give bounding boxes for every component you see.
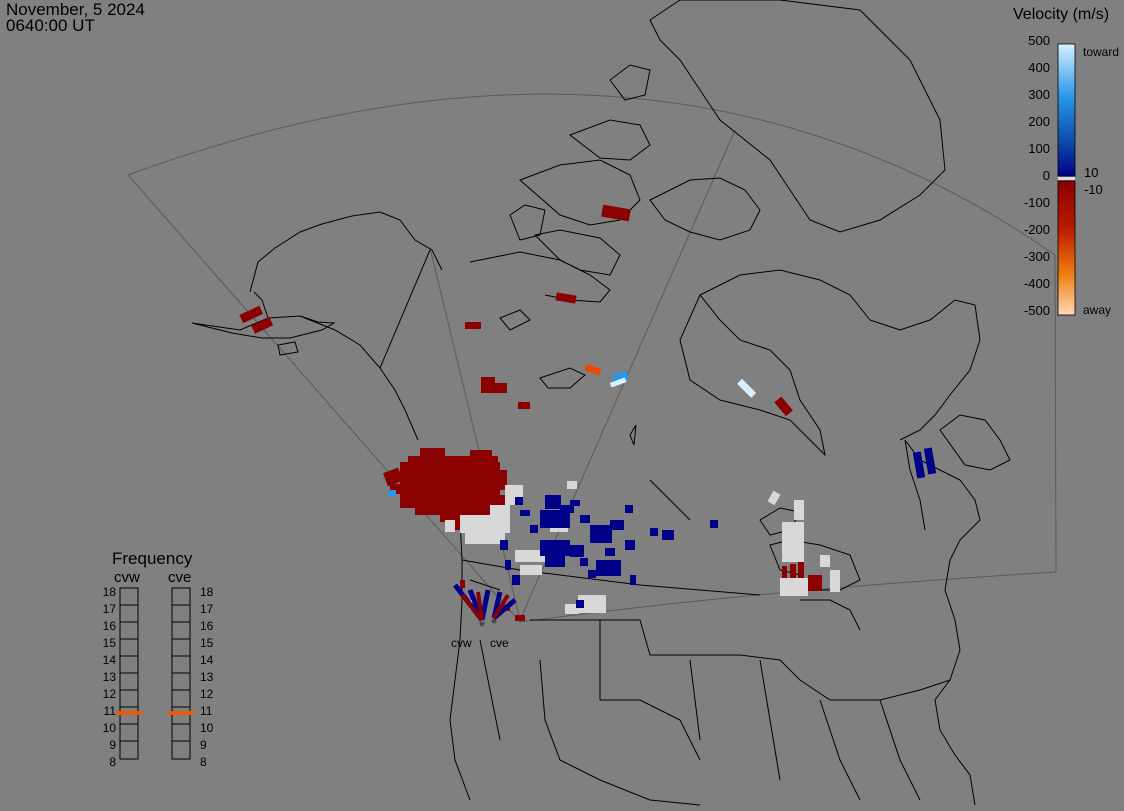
colorbar-tick: -300: [1023, 249, 1050, 264]
colorbar-tick: 500: [1028, 33, 1050, 48]
colorbar-tick: 300: [1028, 87, 1050, 102]
frequency-tick-left: 17: [102, 602, 116, 616]
scatter-toward-radial: [453, 583, 517, 622]
frequency-tick-right: 13: [200, 670, 214, 684]
radar-label-cvw: cvw: [451, 636, 472, 650]
frequency-tick-left: 18: [102, 585, 116, 599]
frequency-tick-left: 16: [102, 619, 116, 633]
scatter-toward-pale: [609, 377, 757, 398]
scatter-toward-light: [388, 370, 629, 496]
colorbar-tick: 400: [1028, 60, 1050, 75]
colorbar-tick: 200: [1028, 114, 1050, 129]
frequency-column-cve: cve: [168, 569, 192, 586]
coastlines: [191, 0, 1011, 806]
colorbar-near-zero-pos: 10: [1084, 165, 1099, 180]
date-label: November, 5 2024: [6, 0, 145, 19]
colorbar-tick: -100: [1023, 195, 1050, 210]
frequency-tick-right: 12: [200, 687, 214, 701]
scatter-ground: [445, 481, 840, 614]
frequency-tick-right: 9: [200, 738, 207, 752]
frequency-tick-right: 17: [200, 602, 214, 616]
frequency-tick-left: 15: [102, 636, 116, 650]
colorbar-title: Velocity (m/s): [1013, 6, 1110, 23]
frequency-tick-right: 14: [200, 653, 214, 667]
frequency-column-cvw: cvw: [114, 569, 140, 586]
time-label: 0640:00 UT: [6, 16, 95, 35]
frequency-tick-left: 13: [102, 670, 116, 684]
scatter-away: [239, 204, 822, 621]
colorbar-tick: 0: [1042, 168, 1050, 183]
colorbar-toward-label: toward: [1083, 45, 1120, 59]
scatter-away-orange: [584, 363, 602, 376]
frequency-tick-left: 9: [109, 738, 116, 752]
frequency-tick-left: 8: [109, 755, 116, 769]
frequency-marker-cve: [168, 711, 194, 715]
colorbar-tick: -500: [1023, 303, 1050, 318]
radar-site-cvw: [479, 621, 485, 627]
frequency-tick-left: 10: [102, 721, 116, 735]
frequency-markers: [116, 711, 194, 715]
frequency-tick-right: 11: [200, 704, 213, 718]
colorbar-near-zero-neg: -10: [1084, 182, 1103, 197]
frequency-title: Frequency: [112, 549, 193, 568]
frequency-tick-right: 8: [200, 755, 207, 769]
frequency-tick-left: 11: [103, 704, 116, 718]
scatter-toward: [500, 447, 937, 608]
frequency-tick-right: 10: [200, 721, 214, 735]
frequency-tick-right: 15: [200, 636, 214, 650]
radar-site-cve: [491, 618, 497, 624]
colorbar-tick: -400: [1023, 276, 1050, 291]
frequency-tick-right: 16: [200, 619, 214, 633]
frequency-boxes: [119, 587, 191, 760]
radar-label-cve: cve: [490, 636, 509, 650]
scatter-away-radial: [460, 591, 510, 622]
colorbar-away-label: away: [1083, 303, 1112, 317]
frequency-tick-left: 12: [102, 687, 116, 701]
frequency-tick-right: 18: [200, 585, 214, 599]
radar-sites: [479, 618, 497, 627]
frequency-marker-cvw: [116, 711, 142, 715]
frequency-tick-left: 14: [102, 653, 116, 667]
velocity-colorbar: [1057, 43, 1076, 316]
colorbar-tick: -200: [1023, 222, 1050, 237]
colorbar-tick: 100: [1028, 141, 1050, 156]
